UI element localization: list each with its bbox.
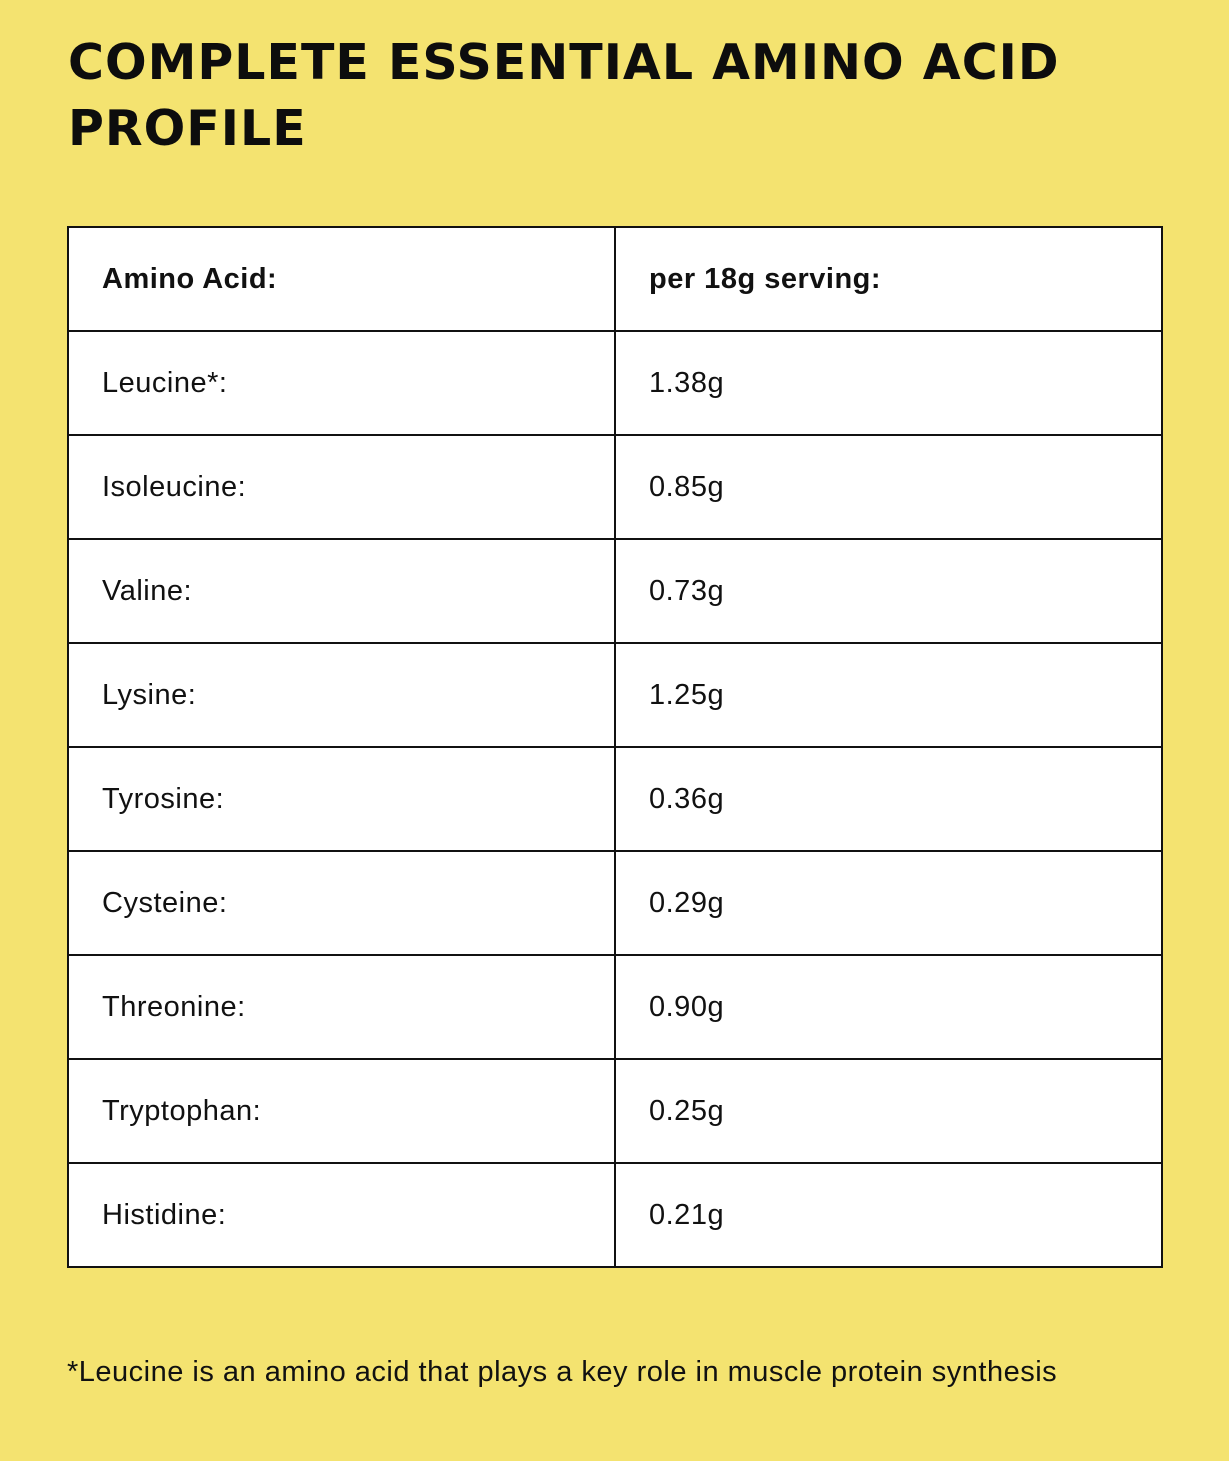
- amino-acid-name: Leucine*:: [67, 330, 616, 436]
- amino-acid-amount: 0.36g: [614, 746, 1163, 852]
- amino-acid-amount: 0.73g: [614, 538, 1163, 644]
- table-row: Histidine: 0.21g: [67, 1162, 1163, 1268]
- column-header-amino-acid: Amino Acid:: [67, 226, 616, 332]
- amino-acid-name: Lysine:: [67, 642, 616, 748]
- amino-acid-name: Tryptophan:: [67, 1058, 616, 1164]
- footnote: *Leucine is an amino acid that plays a k…: [67, 1356, 1058, 1388]
- amino-acid-name: Tyrosine:: [67, 746, 616, 852]
- table-row: Threonine: 0.90g: [67, 954, 1163, 1060]
- amino-acid-amount: 1.25g: [614, 642, 1163, 748]
- amino-acid-amount: 1.38g: [614, 330, 1163, 436]
- amino-acid-amount: 0.25g: [614, 1058, 1163, 1164]
- amino-acid-amount: 0.85g: [614, 434, 1163, 540]
- table-row: Tyrosine: 0.36g: [67, 746, 1163, 852]
- table-row: Lysine: 1.25g: [67, 642, 1163, 748]
- table-row: Tryptophan: 0.25g: [67, 1058, 1163, 1164]
- table-row: Leucine*: 1.38g: [67, 330, 1163, 436]
- table-row: Isoleucine: 0.85g: [67, 434, 1163, 540]
- table-row: Cysteine: 0.29g: [67, 850, 1163, 956]
- amino-acid-amount: 0.90g: [614, 954, 1163, 1060]
- amino-acid-name: Isoleucine:: [67, 434, 616, 540]
- amino-acid-table: Amino Acid: per 18g serving: Leucine*: 1.…: [67, 226, 1163, 1268]
- amino-acid-amount: 0.29g: [614, 850, 1163, 956]
- amino-acid-name: Cysteine:: [67, 850, 616, 956]
- amino-acid-name: Histidine:: [67, 1162, 616, 1268]
- column-header-per-serving: per 18g serving:: [614, 226, 1163, 332]
- table-header-row: Amino Acid: per 18g serving:: [67, 226, 1163, 332]
- amino-acid-name: Valine:: [67, 538, 616, 644]
- page-title: COMPLETE ESSENTIAL AMINO ACID PROFILE: [68, 34, 1060, 157]
- amino-acid-amount: 0.21g: [614, 1162, 1163, 1268]
- amino-acid-name: Threonine:: [67, 954, 616, 1060]
- table-row: Valine: 0.73g: [67, 538, 1163, 644]
